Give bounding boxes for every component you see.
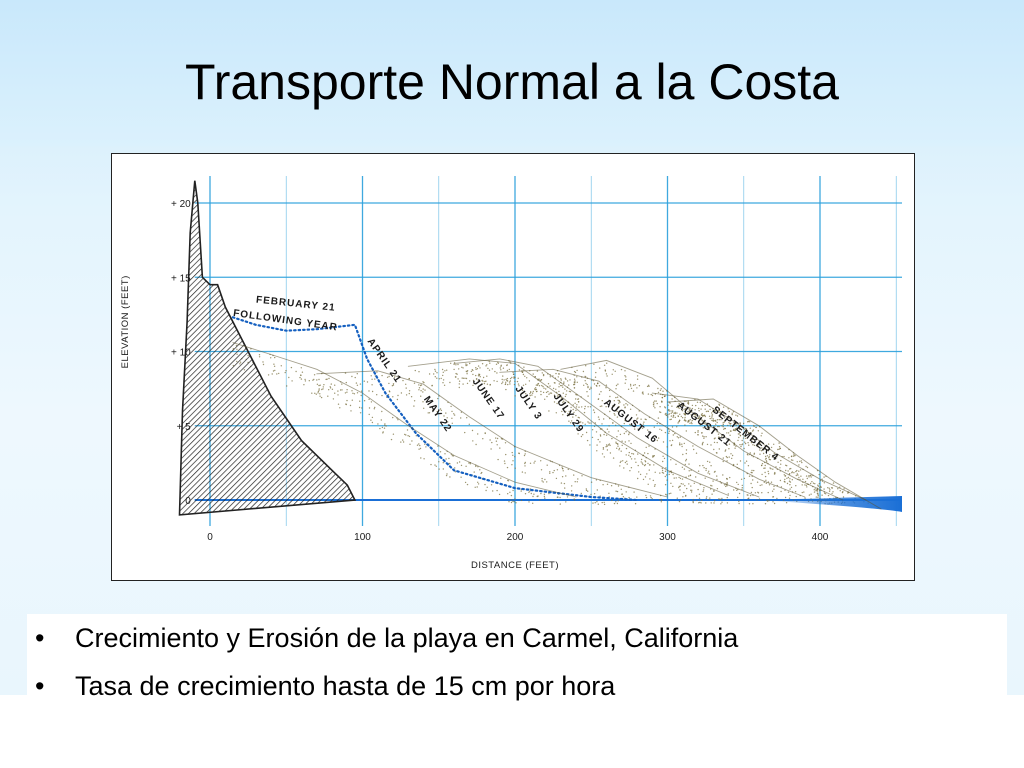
y-tick-label: 0 — [185, 496, 191, 507]
sand-stipple — [502, 370, 801, 505]
series-line-august-16 — [560, 359, 844, 501]
series-lines — [231, 316, 882, 510]
series-line-april-21 — [232, 342, 577, 498]
y-tick-label: + 5 — [177, 422, 192, 433]
x-tick-label: 100 — [354, 532, 371, 543]
x-tick-label: 300 — [659, 532, 676, 543]
bullet-dot-icon: • — [35, 623, 45, 653]
water — [759, 496, 902, 512]
tick-labels: 0 100 200 300 400 0 + 5 + 10 + 15 + 20 — [171, 199, 829, 543]
series-line-august-21 — [651, 392, 867, 501]
series-line-june-17 — [407, 358, 729, 496]
y-tick-label: + 20 — [171, 199, 191, 210]
slide-title: Transporte Normal a la Costa — [185, 54, 839, 110]
x-axis-title: DISTANCE (FEET) — [471, 560, 559, 571]
bullet-text: Crecimiento y Erosión de la playa en Car… — [75, 623, 739, 653]
bullet-item: • Tasa de crecimiento hasta de 15 cm por … — [27, 662, 1007, 710]
series-line-may-22 — [316, 370, 668, 498]
bullet-item: • Crecimiento y Erosión de la playa en Ca… — [27, 614, 1007, 662]
cliff — [178, 180, 357, 516]
title-band — [0, 0, 1024, 146]
y-axis-title: ELEVATION (FEET) — [120, 275, 131, 368]
x-tick-label: 200 — [507, 532, 524, 543]
series-line-february-21-following-year — [231, 316, 639, 502]
sand-stipple — [667, 400, 869, 505]
series-label-july-3: JULY 3 — [513, 384, 544, 422]
bullet-dot-icon: • — [35, 671, 45, 701]
bullet-list: • Crecimiento y Erosión de la playa en Ca… — [27, 614, 1007, 701]
series-label-may-22: MAY 22 — [421, 394, 454, 434]
series-label-april-21: APRIL 21 — [365, 337, 404, 386]
sand-stipple — [316, 371, 663, 506]
series-line-july-29 — [499, 368, 806, 498]
water-wedge — [759, 496, 902, 512]
series-label-june-17: JUNE 17 — [470, 377, 506, 422]
series-label-august-16: AUGUST 16 — [602, 397, 660, 446]
bullet-text: Tasa de crecimiento hasta de 15 cm por h… — [75, 671, 616, 701]
x-tick-label: 0 — [207, 532, 213, 543]
series-line-july-3 — [453, 358, 760, 498]
sand-stipple — [560, 362, 844, 505]
beach-profile-figure: FEBRUARY 21 FOLLOWING YEAR APRIL 21 MAY 22 J… — [111, 153, 915, 581]
series-label-dotted-line1: FEBRUARY 21 — [255, 295, 336, 314]
cliff-hatched — [178, 180, 357, 516]
y-tick-label: + 15 — [171, 273, 191, 284]
series-line-september-4 — [667, 398, 882, 510]
x-tick-label: 400 — [812, 532, 829, 543]
sand-stipple — [408, 361, 728, 504]
y-tick-label: + 10 — [171, 348, 191, 359]
